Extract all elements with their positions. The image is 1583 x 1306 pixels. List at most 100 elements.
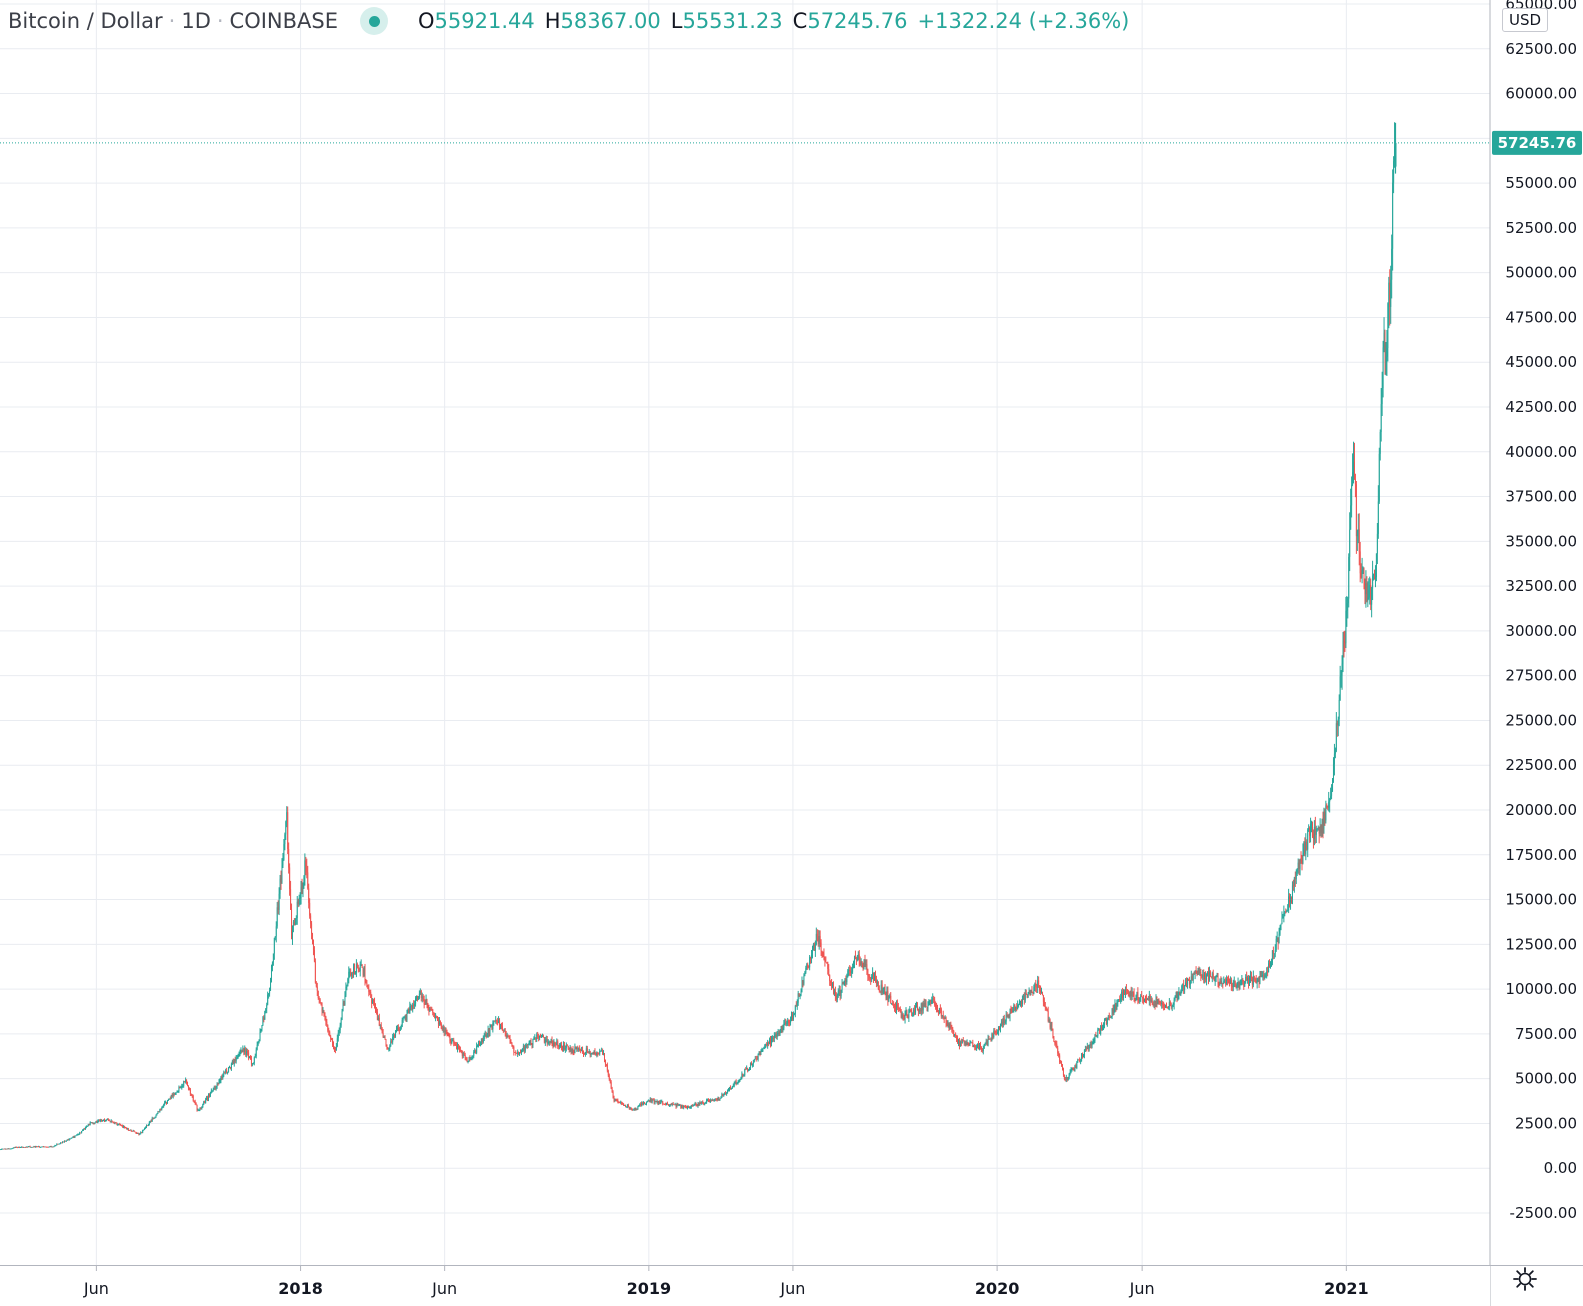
candle-body bbox=[435, 1016, 437, 1018]
candle-body bbox=[1275, 938, 1277, 951]
candle-body bbox=[635, 1108, 637, 1110]
candle-body bbox=[785, 1022, 787, 1024]
candle-body bbox=[842, 983, 844, 985]
candle-body bbox=[507, 1035, 509, 1038]
candle-body bbox=[40, 1147, 42, 1148]
candle-body bbox=[968, 1044, 970, 1046]
candle-body bbox=[294, 918, 296, 925]
candle-body bbox=[323, 1010, 325, 1013]
candle-body bbox=[1039, 986, 1041, 991]
candle-body bbox=[770, 1038, 772, 1045]
candle-body bbox=[656, 1100, 658, 1102]
currency-badge[interactable]: USD bbox=[1502, 8, 1549, 32]
candle-body bbox=[1068, 1073, 1070, 1078]
candle-body bbox=[909, 1009, 911, 1011]
candle-body bbox=[524, 1047, 526, 1051]
candle-body bbox=[249, 1057, 251, 1059]
candle-body bbox=[43, 1146, 45, 1148]
candle-body bbox=[866, 964, 868, 970]
candle-body bbox=[1110, 1016, 1112, 1018]
candle-body bbox=[230, 1063, 232, 1068]
candle-body bbox=[283, 844, 285, 860]
candle-body bbox=[235, 1058, 237, 1062]
candle-body bbox=[1033, 986, 1035, 995]
candle-body bbox=[453, 1040, 455, 1044]
symbol-name[interactable]: Bitcoin / Dollar bbox=[8, 9, 163, 33]
candle-body bbox=[1130, 990, 1132, 997]
exchange-label[interactable]: COINBASE bbox=[229, 9, 339, 33]
candle-body bbox=[766, 1044, 768, 1046]
candle-body bbox=[62, 1141, 64, 1143]
candle-body bbox=[1378, 453, 1380, 502]
candle-body bbox=[770, 1039, 772, 1045]
candle-body bbox=[969, 1042, 971, 1046]
open-value: 55921.44 bbox=[434, 9, 535, 33]
candle-body bbox=[1230, 979, 1232, 986]
candle-body bbox=[959, 1042, 961, 1046]
candle-body bbox=[682, 1105, 684, 1108]
candle-body bbox=[73, 1136, 75, 1138]
candle-body bbox=[1295, 871, 1297, 880]
candle-body bbox=[310, 915, 312, 924]
candle-body bbox=[408, 1008, 410, 1014]
candle-body bbox=[71, 1137, 73, 1139]
candle-body bbox=[567, 1046, 569, 1049]
price-axis-panel[interactable] bbox=[1490, 0, 1583, 1265]
candle-body bbox=[428, 1007, 430, 1012]
candle-body bbox=[383, 1037, 385, 1038]
candle-body bbox=[94, 1122, 96, 1124]
candle-body bbox=[721, 1094, 723, 1098]
candle-body bbox=[358, 968, 360, 972]
candle-body bbox=[1228, 980, 1230, 983]
candle-body bbox=[977, 1043, 979, 1048]
candle-body bbox=[51, 1146, 53, 1148]
candle-body bbox=[1045, 1006, 1047, 1009]
candle-body bbox=[1205, 972, 1207, 980]
candle-body bbox=[551, 1039, 553, 1044]
candle-body bbox=[1280, 923, 1282, 928]
candle-body bbox=[119, 1123, 121, 1125]
candle-body bbox=[630, 1108, 632, 1110]
time-axis-panel[interactable] bbox=[0, 1266, 1490, 1306]
candle-body bbox=[1002, 1018, 1004, 1025]
candle-body bbox=[1152, 1003, 1154, 1005]
candle-body bbox=[650, 1098, 652, 1102]
candle-body bbox=[519, 1052, 521, 1055]
candle-body bbox=[445, 1030, 447, 1033]
candle-body bbox=[703, 1103, 705, 1105]
candle-body bbox=[580, 1050, 582, 1052]
candle-body bbox=[1247, 978, 1249, 981]
candle-body bbox=[907, 1016, 909, 1018]
candle-body bbox=[1183, 984, 1185, 990]
candle-body bbox=[462, 1052, 464, 1056]
candle-body bbox=[585, 1048, 587, 1053]
candle-body bbox=[614, 1099, 616, 1101]
candle-body bbox=[352, 972, 354, 974]
candle-body bbox=[1124, 990, 1126, 995]
interval-label[interactable]: 1D bbox=[181, 9, 211, 33]
candle-body bbox=[655, 1101, 657, 1102]
candle-body bbox=[611, 1088, 613, 1093]
candle-body bbox=[427, 1003, 429, 1008]
candle-body bbox=[77, 1134, 79, 1135]
candle-body bbox=[879, 990, 881, 992]
candle-body bbox=[308, 888, 310, 903]
candle-body bbox=[896, 1004, 898, 1008]
market-status-icon[interactable] bbox=[360, 7, 389, 35]
candle-body bbox=[1264, 977, 1266, 979]
candle-body bbox=[81, 1131, 83, 1133]
candle-body bbox=[411, 1005, 413, 1010]
candle-body bbox=[848, 970, 850, 971]
candle-body bbox=[112, 1121, 114, 1123]
candle-body bbox=[370, 992, 372, 998]
candle-body bbox=[820, 942, 822, 951]
candle-body bbox=[747, 1068, 749, 1071]
candle-body bbox=[224, 1072, 226, 1074]
candle-body bbox=[1362, 569, 1364, 571]
candle-body bbox=[31, 1146, 33, 1148]
candle-body bbox=[1161, 1003, 1163, 1005]
gear-icon[interactable] bbox=[1512, 1266, 1538, 1292]
candle-body bbox=[510, 1042, 512, 1044]
candle-body bbox=[643, 1102, 645, 1105]
